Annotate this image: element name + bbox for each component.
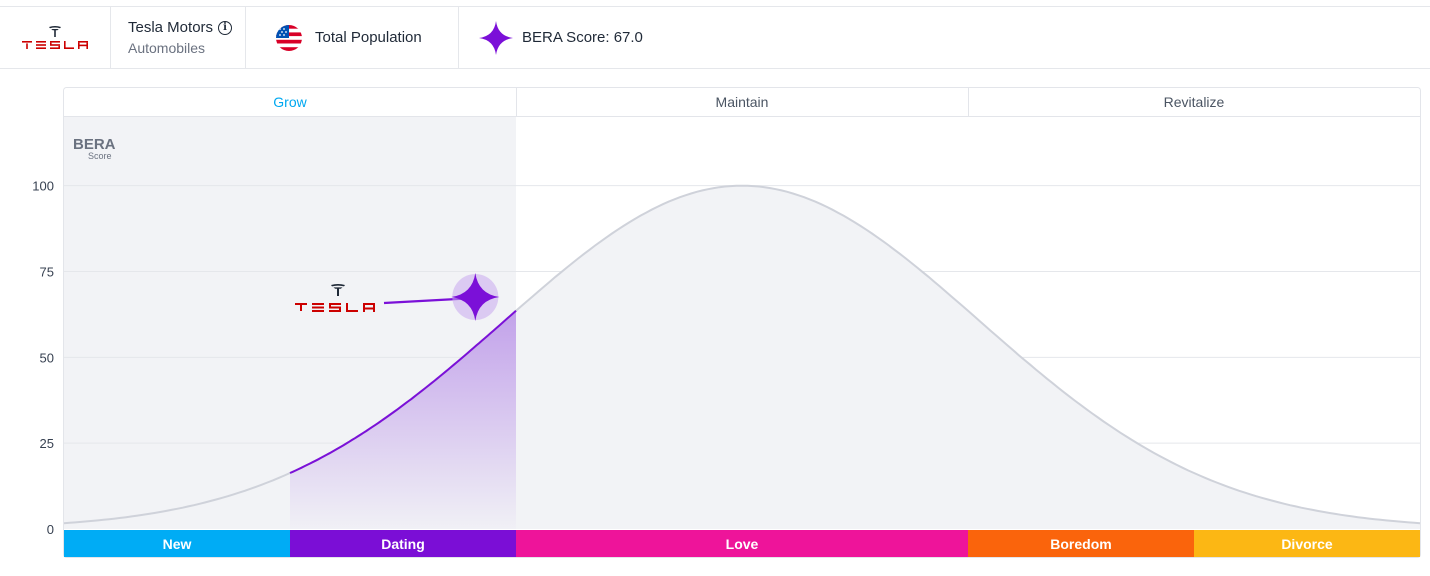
company-name: Tesla Motors: [128, 19, 214, 36]
stage-label-love: Love: [726, 536, 759, 552]
company-name-row: Tesla Motors i: [128, 19, 233, 36]
stage-segment-new[interactable]: [64, 530, 290, 557]
y-tick-label: 0: [47, 522, 54, 537]
y-axis-ticks: 0 25 50 75 100: [32, 179, 54, 537]
company-logo[interactable]: [0, 7, 111, 68]
info-icon[interactable]: i: [218, 20, 233, 35]
stage-label-new: New: [163, 536, 192, 552]
population-selector[interactable]: Total Population: [246, 7, 459, 68]
y-axis-label: BERA: [73, 136, 116, 153]
company-selector[interactable]: Tesla Motors i Automobiles: [111, 7, 246, 68]
chart-svg: Grow Maintain Revitalize 0 25 50 75 100 BERA S…: [32, 87, 1421, 558]
phase-label-grow[interactable]: Grow: [273, 94, 307, 110]
phase-header: Grow Maintain Revitalize: [273, 88, 1225, 116]
y-tick-label: 100: [32, 179, 54, 194]
four-point-star-icon: [479, 20, 513, 55]
industry-label: Automobiles: [128, 40, 206, 56]
y-tick-label: 50: [40, 350, 54, 365]
top-divider: [0, 6, 1430, 7]
header-bar: Tesla Motors i Automobiles Total Populat…: [0, 7, 1430, 69]
y-tick-label: 75: [40, 265, 54, 280]
y-tick-label: 25: [40, 436, 54, 451]
population-label: Total Population: [315, 29, 422, 46]
y-axis-sublabel: Score: [88, 151, 112, 161]
stage-segment-divorce[interactable]: [1194, 530, 1420, 557]
stage-label-divorce: Divorce: [1281, 536, 1333, 552]
four-point-star-icon: [451, 272, 500, 321]
stage-segment-dating[interactable]: [290, 530, 516, 557]
tesla-logo: [22, 25, 88, 49]
tesla-logo-small: [295, 284, 375, 312]
phase-label-revitalize[interactable]: Revitalize: [1164, 94, 1225, 110]
stage-label-dating: Dating: [381, 536, 425, 552]
phase-label-maintain[interactable]: Maintain: [716, 94, 769, 110]
us-flag-icon: [276, 24, 302, 51]
dating-highlight-line: [289, 310, 517, 474]
bera-lifecycle-chart: Grow Maintain Revitalize 0 25 50 75 100 BERA S…: [0, 70, 1430, 571]
bera-score-display: BERA Score: 67.0: [459, 7, 643, 68]
bera-score-label: BERA Score: 67.0: [522, 29, 643, 46]
dating-highlight-fill: [290, 310, 516, 529]
company-marker[interactable]: [295, 272, 500, 321]
stage-bar: New Dating Love Boredom Divorce: [64, 530, 1420, 557]
stage-label-boredom: Boredom: [1050, 536, 1111, 552]
stage-segment-boredom[interactable]: [968, 530, 1194, 557]
stage-segment-love[interactable]: [516, 530, 968, 557]
